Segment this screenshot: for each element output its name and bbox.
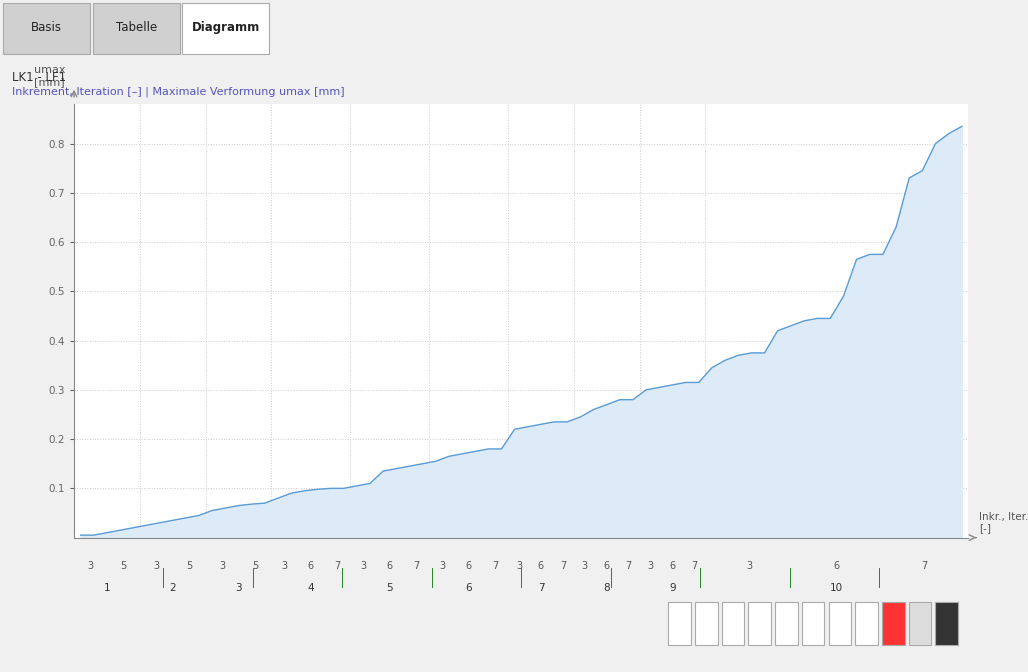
Bar xyxy=(695,602,718,645)
Text: 3: 3 xyxy=(516,561,522,571)
Bar xyxy=(3,3,90,54)
Text: 6: 6 xyxy=(466,583,472,593)
Text: 1: 1 xyxy=(104,583,110,593)
Text: Diagramm: Diagramm xyxy=(191,21,260,34)
Text: 7: 7 xyxy=(691,561,697,571)
Text: 6: 6 xyxy=(387,561,393,571)
Text: 7: 7 xyxy=(491,561,498,571)
Bar xyxy=(182,3,269,54)
Text: LK1 - LF1: LK1 - LF1 xyxy=(12,71,67,83)
Text: 5: 5 xyxy=(252,561,258,571)
Bar xyxy=(748,602,771,645)
Text: 7: 7 xyxy=(538,583,544,593)
Text: 6: 6 xyxy=(466,561,472,571)
Text: 5: 5 xyxy=(120,561,126,571)
Text: 9: 9 xyxy=(669,583,675,593)
Text: 6: 6 xyxy=(538,561,544,571)
Bar xyxy=(935,602,958,645)
Text: Inkr., Iter.
[-]: Inkr., Iter. [-] xyxy=(979,511,1028,534)
Text: 7: 7 xyxy=(413,561,419,571)
Text: 3: 3 xyxy=(746,561,752,571)
Bar xyxy=(93,3,180,54)
Bar xyxy=(775,602,798,645)
Text: 5: 5 xyxy=(387,583,393,593)
Text: 7: 7 xyxy=(334,561,340,571)
Bar xyxy=(722,602,744,645)
Bar xyxy=(882,602,905,645)
Text: 6: 6 xyxy=(307,561,314,571)
Bar xyxy=(802,602,824,645)
Text: 7: 7 xyxy=(921,561,927,571)
Text: Tabelle: Tabelle xyxy=(115,21,157,34)
Text: 10: 10 xyxy=(831,583,843,593)
Text: 6: 6 xyxy=(834,561,840,571)
Text: 3: 3 xyxy=(582,561,588,571)
Text: 3: 3 xyxy=(282,561,288,571)
Text: 7: 7 xyxy=(559,561,566,571)
Text: 2: 2 xyxy=(170,583,176,593)
Text: 6: 6 xyxy=(669,561,675,571)
Text: 5: 5 xyxy=(186,561,192,571)
Text: umax
[mm]: umax [mm] xyxy=(34,65,65,87)
Text: 3: 3 xyxy=(153,561,159,571)
Bar xyxy=(909,602,931,645)
Bar xyxy=(668,602,691,645)
Text: 3: 3 xyxy=(219,561,225,571)
Text: 4: 4 xyxy=(307,583,315,593)
Text: Inkrement, Iteration [–] | Maximale Verformung umax [mm]: Inkrement, Iteration [–] | Maximale Verf… xyxy=(12,86,345,97)
Text: 6: 6 xyxy=(603,561,610,571)
Text: 3: 3 xyxy=(87,561,94,571)
Text: Basis: Basis xyxy=(31,21,63,34)
Bar xyxy=(855,602,878,645)
Text: 3: 3 xyxy=(648,561,654,571)
Text: 8: 8 xyxy=(603,583,610,593)
Text: 3: 3 xyxy=(360,561,366,571)
Text: 7: 7 xyxy=(625,561,632,571)
Bar xyxy=(829,602,851,645)
Text: 3: 3 xyxy=(439,561,445,571)
Text: 3: 3 xyxy=(235,583,242,593)
